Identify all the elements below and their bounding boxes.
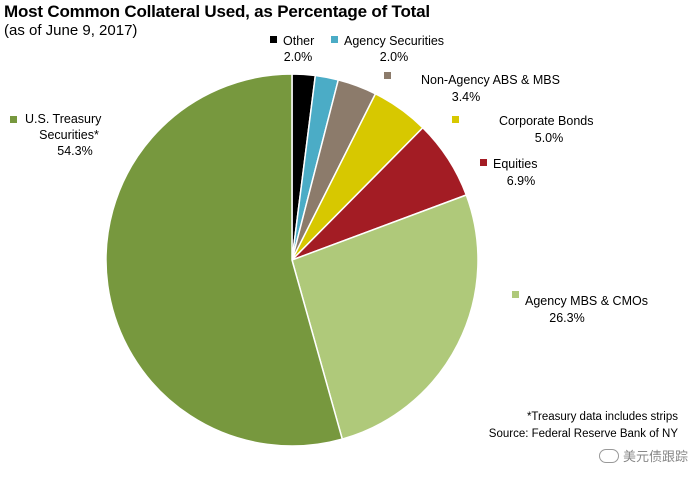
pie-slice-agency-mbs-cmos [291,194,479,441]
slice-value-agency-mbs-cmos: 26.3% [549,311,584,325]
pie-slice-u-s-treasury-securities [105,73,344,447]
slice-value-agency-securities: 2.0% [380,50,409,64]
slice-label-other: Other [283,34,314,48]
slice-value-corporate-bonds: 5.0% [535,131,564,145]
slice-label-corporate-bonds: Corporate Bonds [499,114,594,128]
slice-label-agency-securities: Agency Securities [344,34,444,48]
slice-label-u-s-treasury-securities: U.S. Treasury [25,112,102,126]
slice-label-equities: Equities [493,157,537,171]
slice-value-u-s-treasury-securities: 54.3% [57,144,92,158]
legend-marker-u-s-treasury-securities [10,116,17,123]
slice-value-other: 2.0% [284,50,313,64]
legend-marker-other [270,36,277,43]
slice-label-agency-mbs-cmos: Agency MBS & CMOs [525,294,648,308]
chart-subtitle: (as of June 9, 2017) [4,22,138,39]
legend-marker-agency-securities [331,36,338,43]
slice-value-equities: 6.9% [507,174,536,188]
treasury-footnote: *Treasury data includes strips [526,411,678,423]
source-note: Source: Federal Reserve Bank of NY [488,428,678,440]
slice-value-non-agency-abs-mbs: 3.4% [452,90,481,104]
chart-title: Most Common Collateral Used, as Percenta… [4,2,430,21]
slice-label-u-s-treasury-securities: Securities* [39,128,99,142]
legend-marker-corporate-bonds [452,116,459,123]
slice-label-non-agency-abs-mbs: Non-Agency ABS & MBS [421,73,560,87]
watermark: 美元债跟踪 [598,446,688,465]
legend-marker-equities [480,159,487,166]
legend-marker-agency-mbs-cmos [512,291,519,298]
wechat-icon [598,448,619,463]
legend-marker-non-agency-abs-mbs [384,72,391,79]
watermark-text: 美元债跟踪 [622,449,688,464]
